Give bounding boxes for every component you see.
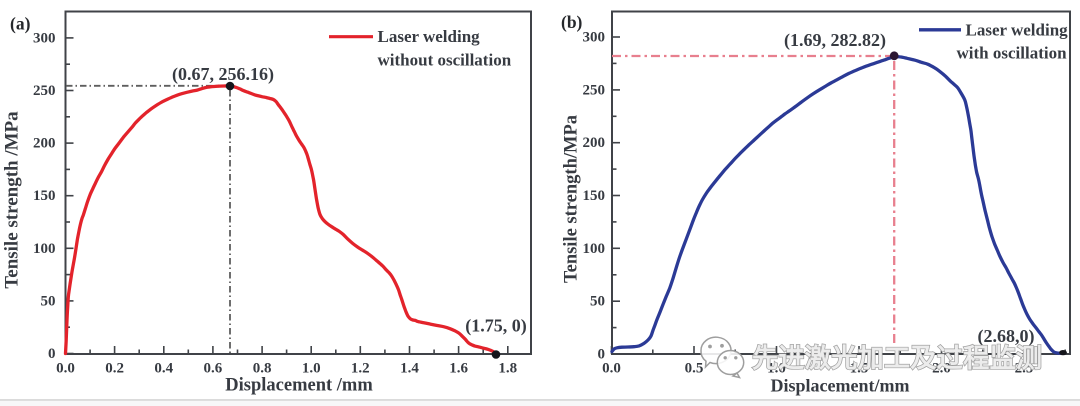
svg-text:Displacement/mm: Displacement/mm: [771, 376, 910, 396]
svg-text:with oscillation: with oscillation: [957, 44, 1068, 63]
svg-text:1.2: 1.2: [351, 361, 370, 377]
svg-text:Tensile strength /MPa: Tensile strength /MPa: [2, 111, 23, 289]
svg-text:300: 300: [583, 30, 606, 46]
svg-text:(1.75, 0): (1.75, 0): [465, 316, 527, 337]
svg-text:150: 150: [33, 188, 56, 204]
svg-text:50: 50: [590, 294, 605, 310]
svg-text:0: 0: [598, 347, 606, 363]
svg-text:1.0: 1.0: [767, 361, 786, 377]
svg-text:without oscillation: without oscillation: [378, 51, 512, 70]
svg-text:0: 0: [48, 346, 56, 362]
svg-text:1.5: 1.5: [850, 361, 869, 377]
svg-text:0.6: 0.6: [204, 361, 223, 377]
svg-text:100: 100: [583, 241, 606, 257]
svg-text:(a): (a): [10, 14, 31, 34]
svg-text:0.8: 0.8: [253, 361, 272, 377]
svg-text:1.0: 1.0: [302, 361, 321, 377]
svg-text:200: 200: [583, 135, 606, 151]
svg-text:Displacement /mm: Displacement /mm: [225, 376, 373, 396]
svg-text:200: 200: [33, 136, 56, 152]
svg-text:Laser welding: Laser welding: [966, 21, 1069, 40]
svg-text:300: 300: [33, 30, 56, 46]
svg-text:(1.69, 282.82): (1.69, 282.82): [784, 30, 886, 51]
svg-text:1.4: 1.4: [400, 361, 419, 377]
svg-text:250: 250: [583, 82, 606, 98]
svg-text:Laser welding: Laser welding: [378, 27, 481, 46]
svg-text:0.0: 0.0: [602, 361, 621, 377]
svg-text:100: 100: [33, 241, 56, 257]
svg-text:0.5: 0.5: [685, 361, 704, 377]
svg-text:2.5: 2.5: [1015, 361, 1034, 377]
svg-text:(0.67, 256.16): (0.67, 256.16): [172, 64, 274, 85]
svg-text:250: 250: [33, 83, 56, 99]
svg-text:1.6: 1.6: [449, 361, 468, 377]
svg-text:(2.68,0): (2.68,0): [978, 326, 1035, 347]
svg-text:0.2: 0.2: [105, 361, 124, 377]
svg-text:(b): (b): [561, 12, 583, 32]
svg-text:0.4: 0.4: [154, 361, 173, 377]
svg-text:0.0: 0.0: [56, 361, 75, 377]
svg-text:1.8: 1.8: [498, 361, 517, 377]
svg-text:2.0: 2.0: [932, 361, 951, 377]
svg-text:50: 50: [41, 293, 56, 309]
svg-text:Tensile strength/MPa: Tensile strength/MPa: [562, 115, 582, 283]
svg-text:先进激光加工及过程监测: 先进激光加工及过程监测: [752, 343, 1042, 373]
svg-text:150: 150: [583, 188, 606, 204]
